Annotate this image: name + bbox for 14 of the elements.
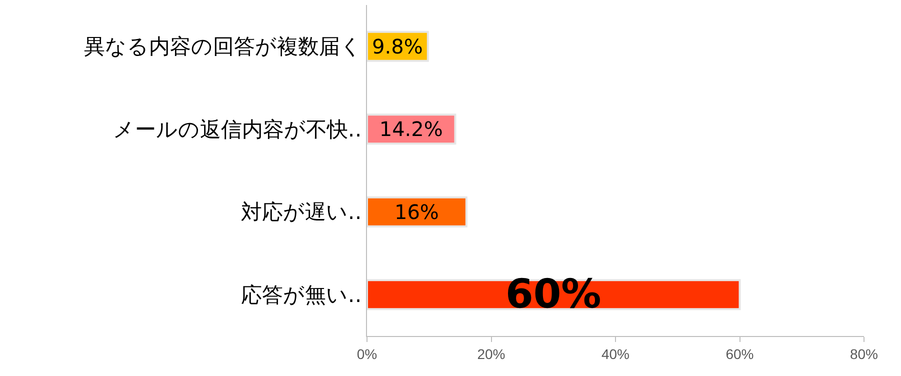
y-tick-label: 応答が無い‥ [240,282,362,307]
x-tick-label: 80% [850,346,878,362]
data-label: 60% [506,272,602,318]
y-tick-label: 対応が遅い‥ [240,200,362,224]
bar [367,196,468,228]
data-label: 14.2% [379,117,443,142]
data-label: 9.8% [372,34,423,58]
x-tick-label: 0% [356,346,378,362]
data-label: 16% [394,200,439,224]
x-tick-label: 20% [477,346,506,362]
x-tick-label: 40% [601,346,630,362]
x-tick-label: 60% [726,346,754,362]
y-tick-label: 異なる内容の回答が複数届く [84,34,362,59]
y-tick-label: メールの返信内容が不快‥ [112,117,362,142]
